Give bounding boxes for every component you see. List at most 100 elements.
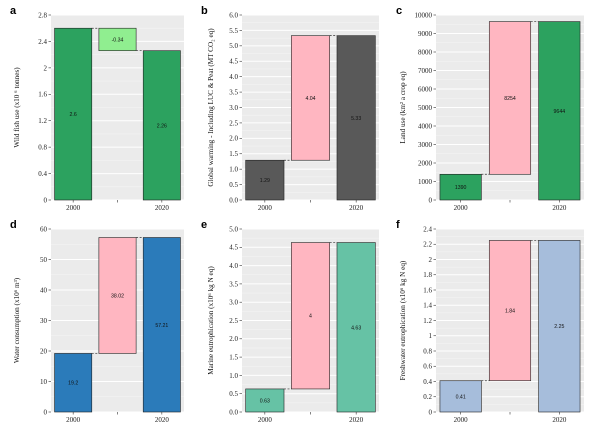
bar-value-label: 8254 [504, 96, 516, 102]
y-tick-label: 1.5 [229, 150, 238, 158]
x-tick-label: 2000 [454, 416, 469, 424]
y-axis-label: Water consumption (x10⁶ m³) [13, 277, 21, 363]
y-tick-label: 50 [40, 256, 48, 264]
panel-letter: f [396, 219, 400, 231]
y-tick-label: 2.8 [38, 11, 47, 19]
y-tick-label: 10 [40, 378, 48, 386]
bar-value-label: 2.26 [157, 123, 167, 129]
bar-value-label: 2.25 [554, 324, 564, 330]
y-axis-label: Marine eutrophication (x10⁶ kg N eq) [207, 266, 215, 375]
bar [336, 242, 376, 413]
y-tick-label: 5.0 [229, 225, 238, 233]
y-tick-label: 2.0 [229, 335, 238, 343]
y-tick-label: 1.0 [229, 372, 238, 380]
y-tick-label: 0.0 [229, 196, 238, 204]
bar [291, 35, 330, 161]
y-tick-label: 0.6 [423, 363, 432, 371]
panel-letter: a [10, 5, 17, 17]
bar-value-label: 1390 [455, 185, 467, 191]
y-tick-label: 10000 [415, 11, 433, 19]
y-tick-label: 4.0 [229, 262, 238, 270]
y-tick-label: 2.4 [423, 225, 432, 233]
y-tick-label: 0 [44, 196, 48, 204]
y-tick-label: 4.5 [229, 58, 238, 66]
y-tick-label: 20 [40, 347, 48, 355]
panel-c: 0 1000 2000 3000 4000 5000 6000 7000 8000 9000 100… [396, 5, 584, 212]
bar-value-label: 0.41 [456, 394, 466, 400]
x-tick-label: 2000 [258, 416, 273, 424]
x-tick-label: 2020 [349, 416, 364, 424]
y-tick-label: 1.2 [38, 117, 47, 125]
y-axis-label: Freshwater eutrophication (x10⁶ kg N eq) [399, 260, 407, 380]
x-tick-label: 2000 [258, 204, 273, 212]
panel-letter: b [201, 5, 208, 17]
x-tick-label: 2020 [349, 204, 364, 212]
y-tick-label: 3.0 [229, 104, 238, 112]
bar [245, 159, 285, 201]
y-tick-label: 0.2 [423, 393, 432, 401]
y-tick-label: 2.2 [423, 241, 432, 249]
y-axis-label: Global warming - Including LUC & Peat (M… [207, 28, 215, 187]
y-tick-label: 0.4 [38, 170, 47, 178]
bar [488, 240, 532, 382]
x-tick-label: 2020 [155, 204, 170, 212]
y-tick-label: 4.0 [229, 73, 238, 81]
y-tick-label: 1.0 [229, 166, 238, 174]
bar-value-label: 0.63 [260, 398, 270, 404]
y-tick-label: 0.8 [38, 144, 47, 152]
panel-a: 0 0.4 0.8 1.2 1.6 2 2.4 2.8 2.6 -0.34 2.26 2000 2020… [10, 5, 184, 212]
y-tick-label: 2.5 [229, 317, 238, 325]
bar-value-label: -0.34 [112, 37, 124, 43]
y-axis-label: Land use (km² a crop eq) [399, 71, 407, 144]
y-tick-label: 0.4 [423, 378, 432, 386]
y-tick-label: 60 [40, 225, 48, 233]
bar-value-label: 38.02 [111, 293, 124, 299]
y-tick-label: 1.4 [423, 302, 432, 310]
bar-value-label: 4.63 [351, 325, 361, 331]
y-tick-label: 1.2 [423, 317, 432, 325]
bar [98, 237, 137, 354]
y-tick-label: 2000 [418, 159, 433, 167]
panel-d: 0 10 20 30 40 50 60 19.2 38.02 57.21 2000 2020 Water… [10, 219, 184, 424]
y-tick-label: 40 [40, 286, 48, 294]
y-tick-label: 30 [40, 317, 48, 325]
y-tick-label: 0 [44, 408, 48, 416]
y-tick-label: 3.5 [229, 280, 238, 288]
y-tick-label: 0.8 [423, 347, 432, 355]
y-tick-label: 1.8 [423, 271, 432, 279]
y-axis-label: Wild fish use (x10 ⁶ tonnes) [13, 67, 21, 148]
y-tick-label: 1000 [418, 178, 433, 186]
y-tick-label: 0.0 [229, 408, 238, 416]
bar [538, 21, 581, 201]
x-tick-label: 2020 [552, 204, 567, 212]
bar-value-label: 4 [309, 314, 312, 320]
y-tick-label: 4000 [418, 122, 433, 130]
x-tick-label: 2020 [552, 416, 567, 424]
x-tick-label: 2000 [66, 204, 81, 212]
y-tick-label: 3.5 [229, 88, 238, 96]
bar-value-label: 5.33 [351, 116, 361, 122]
y-tick-label: 3.0 [229, 299, 238, 307]
bar [538, 240, 581, 413]
y-tick-label: 2 [429, 256, 433, 264]
y-tick-label: 9000 [418, 30, 433, 38]
panel-letter: c [396, 5, 402, 17]
bar-value-label: 19.2 [68, 381, 78, 387]
bar-value-label: 2.6 [70, 112, 77, 118]
y-tick-label: 2 [44, 64, 48, 72]
x-tick-label: 2000 [66, 416, 81, 424]
panel-letter: e [201, 219, 207, 231]
y-tick-label: 0.5 [229, 390, 238, 398]
y-tick-label: 5.5 [229, 27, 238, 35]
bar [142, 50, 181, 201]
y-tick-label: 0 [429, 408, 433, 416]
bar-value-label: 57.21 [155, 323, 168, 329]
bar [439, 173, 482, 201]
y-tick-label: 5000 [418, 104, 433, 112]
y-tick-label: 1 [429, 332, 433, 340]
y-tick-label: 2.0 [229, 135, 238, 143]
bar [54, 353, 93, 413]
y-tick-label: 3000 [418, 141, 433, 149]
x-tick-label: 2020 [155, 416, 170, 424]
